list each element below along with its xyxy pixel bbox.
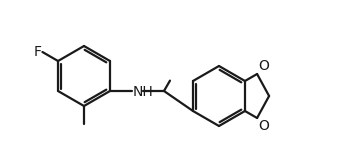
Text: O: O [258, 59, 269, 73]
Text: NH: NH [133, 85, 154, 99]
Text: O: O [258, 119, 269, 133]
Text: F: F [34, 45, 42, 59]
